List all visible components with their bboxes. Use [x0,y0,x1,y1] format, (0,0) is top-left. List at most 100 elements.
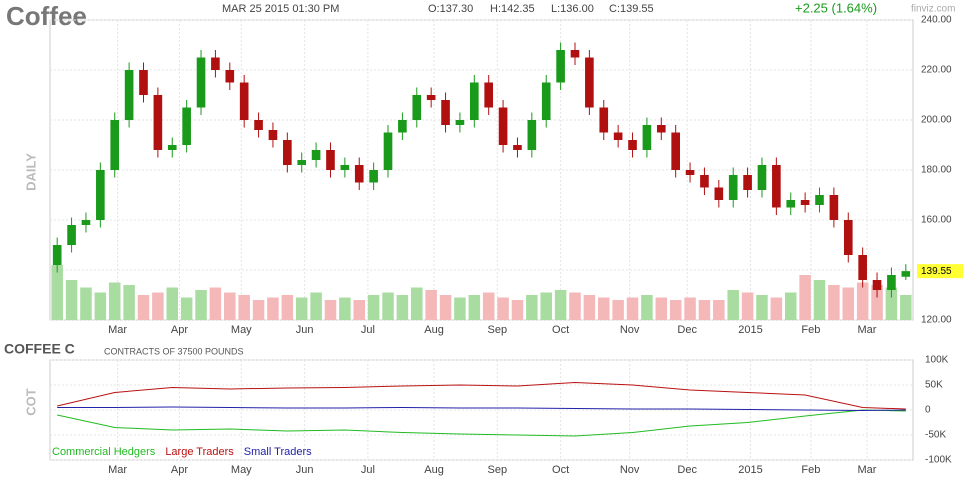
candle-body [556,50,565,83]
x-tick-label: Sep [488,464,508,476]
candle-body [700,175,709,188]
candle-body [772,165,781,208]
candle-body [714,187,724,200]
x-tick-label: Aug [424,324,444,336]
candle-body [369,170,378,183]
candle-body [541,82,551,120]
candle-body [843,220,853,255]
y-tick-label: 220.00 [921,65,952,76]
legend-entry: Large Traders [165,446,234,458]
volume-bar [799,275,811,320]
candle-body [67,225,76,245]
volume-bar [756,295,768,320]
volume-bar [612,300,624,320]
y-tick-label: 240.00 [921,15,952,26]
candle-body [441,100,450,125]
candle-body [412,95,422,120]
x-tick-label: 2015 [738,324,762,336]
candle-body [642,125,652,150]
volume-bar [94,292,107,320]
candle-body [110,120,120,170]
volume-bar [713,300,725,320]
y-tick-label: 160.00 [921,215,952,226]
low: L:136.00 [551,3,594,15]
y2-tick-label: 100K [925,355,949,366]
volume-bar [900,295,912,320]
volume-bar [295,297,308,320]
candle-body [872,280,882,290]
last-price-label: 139.55 [921,266,952,277]
cot-line [57,381,906,410]
datetime: MAR 25 2015 01:30 PM [222,3,339,15]
volume-bar [367,295,380,320]
x-tick-label: Apr [171,324,188,336]
candle-body [613,132,623,140]
candle-body [469,82,479,120]
candle-body [656,125,666,133]
candle-body [858,255,867,280]
candle-body [786,200,796,208]
volume-bar [842,287,855,320]
y-tick-label: 200.00 [921,115,952,126]
candle-body [426,95,436,100]
volume-bar [396,295,409,320]
volume-bar [641,295,653,320]
volume-bar [195,290,207,320]
candle-body [297,160,307,165]
x-tick-label: Oct [552,464,569,476]
cot-line [57,409,906,437]
volume-bar [224,292,236,320]
x-tick-label: Sep [488,324,508,336]
volume-bar [281,295,294,320]
candle-body [96,170,105,220]
candle-body [81,220,91,225]
candle-body [628,140,637,150]
volume-bar [439,295,452,320]
volume-bar [252,300,265,320]
candle-body [326,150,335,170]
candle-body [887,275,896,290]
candle-body [685,170,695,175]
x-tick-label: Mar [857,324,876,336]
candle-body [225,70,235,83]
legend-entry: Small Traders [244,446,312,458]
x-tick-label: May [231,324,252,336]
volume-bar [569,292,581,320]
candle-body [182,107,191,145]
candle-body [815,195,824,205]
x-tick-label: Mar [108,324,127,336]
volume-bar [137,295,150,320]
candle-body [139,70,148,95]
legend-entry: Commercial Hedgers [52,446,156,458]
candle-body [52,245,62,265]
volume-bar [209,287,222,320]
volume-bar [382,292,394,320]
volume-bar [339,297,351,320]
title: Coffee [6,1,87,31]
volume-bar [411,287,423,320]
candle-body [901,271,911,277]
y-tick-label: 180.00 [921,165,952,176]
volume-bar [425,290,437,320]
x-tick-label: Jul [361,324,375,336]
x-tick-label: Dec [677,464,697,476]
volume-bar [238,295,250,320]
candle-body [383,132,393,170]
y2-tick-label: -50K [925,430,946,441]
candle-body [311,150,321,160]
volume-bar [65,280,78,320]
volume-bar [353,300,365,320]
close: C:139.55 [609,3,654,15]
volume-bar [856,282,869,320]
volume-bar [626,297,639,320]
candle-body [239,82,249,120]
x-tick-label: Feb [801,324,820,336]
cot-line [57,406,906,412]
volume-bar [497,297,509,320]
open: O:137.30 [428,3,473,15]
volume-bar [267,297,279,320]
brand: finviz.com [911,4,955,15]
volume-bar [554,290,567,320]
candle-body [283,140,292,165]
